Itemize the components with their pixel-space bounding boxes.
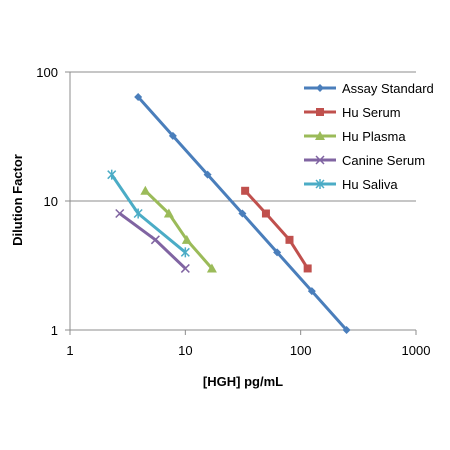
data-point-hu-saliva <box>133 208 143 219</box>
legend-item-assay-standard: Assay Standard <box>304 81 434 96</box>
legend-marker <box>316 108 324 116</box>
data-point-assay-standard <box>168 131 177 140</box>
y-tick-labels: 1 10 100 <box>36 65 58 338</box>
data-point-hu-serum <box>261 209 270 218</box>
gridlines <box>70 71 416 202</box>
y-tick-label: 1 <box>51 323 58 338</box>
data-point-canine-serum <box>180 263 190 273</box>
legend-label: Canine Serum <box>342 153 425 168</box>
legend: Assay Standard Hu Serum Hu Plasma Canine Se… <box>304 81 434 192</box>
legend-marker <box>315 155 325 165</box>
legend-marker <box>316 84 324 92</box>
y-tick-label: 100 <box>36 65 58 80</box>
x-tick-label: 10 <box>178 343 192 358</box>
series-group <box>107 93 351 334</box>
data-point-hu-saliva <box>107 169 117 180</box>
series-canine-serum <box>115 208 190 273</box>
data-point-hu-saliva <box>180 247 190 258</box>
data-point-hu-serum <box>241 186 250 195</box>
legend-item-hu-serum: Hu Serum <box>304 105 401 120</box>
series-hu-saliva <box>107 169 190 258</box>
x-tick-label: 100 <box>290 343 312 358</box>
data-point-hu-plasma <box>140 185 151 195</box>
series-hu-serum <box>241 186 312 273</box>
data-point-assay-standard <box>134 93 143 102</box>
data-point-assay-standard <box>307 287 316 296</box>
legend-label: Hu Saliva <box>342 177 398 192</box>
x-tick-labels: 1 10 100 1000 <box>66 343 430 358</box>
series-hu-plasma <box>140 185 217 273</box>
series-assay-standard <box>134 93 351 334</box>
data-point-canine-serum <box>150 235 160 245</box>
series-line-hu-plasma <box>144 189 214 270</box>
data-point-assay-standard <box>238 209 247 218</box>
legend-label: Hu Serum <box>342 105 401 120</box>
data-point-canine-serum <box>115 208 125 219</box>
data-point-hu-serum <box>303 264 312 273</box>
legend-item-hu-plasma: Hu Plasma <box>304 129 406 144</box>
data-point-hu-serum <box>285 235 294 244</box>
data-point-hu-plasma <box>163 208 174 218</box>
x-axis-title: [HGH] pg/mL <box>203 374 283 389</box>
data-point-assay-standard <box>342 326 351 334</box>
legend-marker <box>315 131 325 140</box>
legend-label: Hu Plasma <box>342 129 406 144</box>
legend-marker <box>315 179 325 189</box>
data-point-hu-plasma <box>206 263 217 273</box>
x-tick-label: 1 <box>66 343 73 358</box>
legend-item-hu-saliva: Hu Saliva <box>304 177 398 192</box>
x-tick-label: 1000 <box>402 343 431 358</box>
legend-item-canine-serum: Canine Serum <box>304 153 425 168</box>
y-tick-label: 10 <box>44 194 58 209</box>
series-line-hu-saliva <box>110 173 187 254</box>
series-line-hu-serum <box>244 189 309 270</box>
data-point-assay-standard <box>273 248 282 257</box>
legend-label: Assay Standard <box>342 81 434 96</box>
data-point-assay-standard <box>203 170 212 179</box>
data-point-hu-plasma <box>181 234 192 244</box>
y-axis-title: Dilution Factor <box>10 154 25 246</box>
axes <box>65 71 417 335</box>
